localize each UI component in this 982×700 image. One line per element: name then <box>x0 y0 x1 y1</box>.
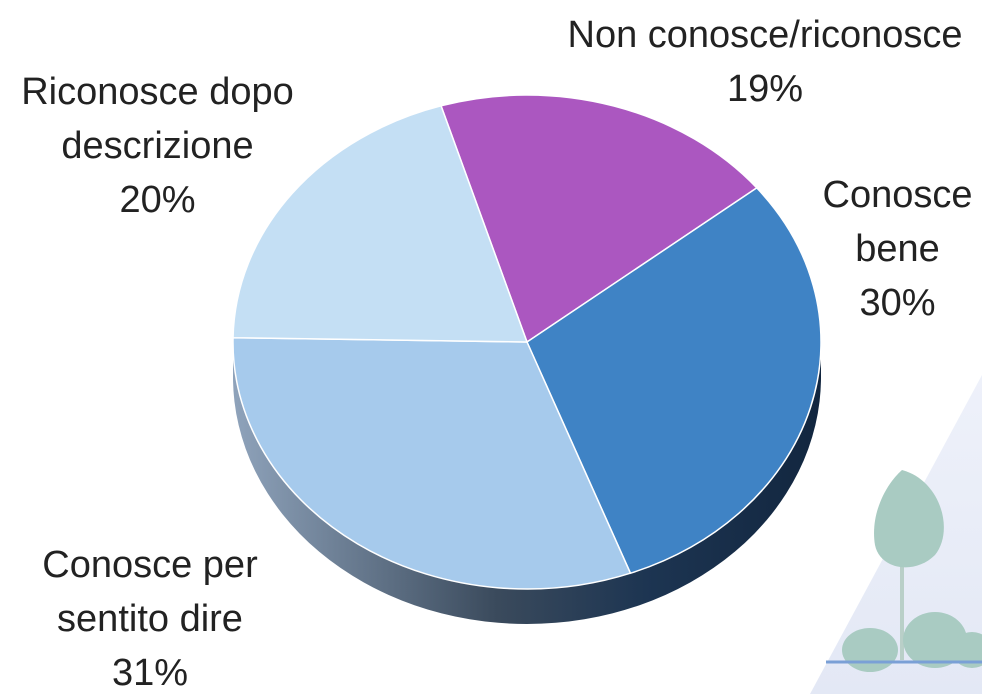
value-label: 19% <box>726 68 804 110</box>
value-label: 31% <box>111 652 189 694</box>
slice-label: Riconosce dopo descrizione 20% <box>0 65 315 227</box>
pie-slice <box>232 336 632 590</box>
pie-slice <box>232 104 529 343</box>
category-label: Non conosce/riconosce <box>567 14 963 56</box>
decoration <box>810 375 982 694</box>
slice-label: Conosce per sentito dire 31% <box>20 538 280 700</box>
pie-slice <box>440 94 758 344</box>
value-label: 30% <box>859 282 936 324</box>
pie-slice <box>526 186 822 575</box>
slice-label: Conosce bene 30% <box>805 168 982 330</box>
category-label: Conosce bene <box>822 174 973 270</box>
value-label: 20% <box>119 179 196 221</box>
category-label: Riconosce dopo descrizione <box>21 71 294 167</box>
category-label: Conosce per sentito dire <box>42 544 258 640</box>
slice-label: Non conosce/riconosce 19% <box>545 8 982 116</box>
